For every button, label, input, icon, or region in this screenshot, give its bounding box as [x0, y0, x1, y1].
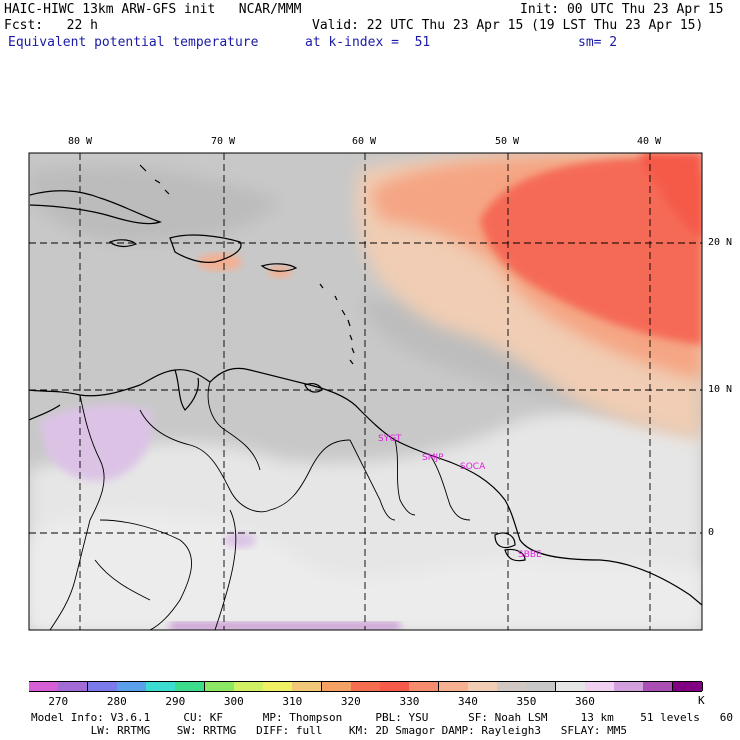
field-name: Equivalent potential temperature: [8, 35, 259, 50]
colorbar-swatch: [409, 682, 440, 691]
colorbar-swatch: [116, 682, 147, 691]
colorbar-swatch: [321, 682, 352, 691]
colorbar-swatch: [467, 682, 498, 691]
colorbar-swatch: [233, 682, 264, 691]
colorbar-swatch: [263, 682, 294, 691]
lon-label-80w: 80 W: [68, 136, 93, 147]
lon-label-40w: 40 W: [637, 136, 662, 147]
smoothing: sm= 2: [578, 35, 618, 50]
colorbar-swatch: [350, 682, 381, 691]
colorbar: [29, 681, 703, 692]
colorbar-swatch: [146, 682, 177, 691]
colorbar-swatch: [438, 682, 469, 691]
station-soca: SOCA: [460, 462, 486, 472]
station-smjp: SMJP: [422, 453, 444, 463]
init-time: Init: 00 UTC Thu 23 Apr 15: [520, 2, 724, 17]
model-info-line2: LW: RRTMG SW: RRTMG DIFF: full KM: 2D Sm…: [31, 724, 628, 737]
colorbar-swatch: [204, 682, 235, 691]
station-sygt: SYGT: [378, 434, 402, 444]
valid-time: Valid: 22 UTC Thu 23 Apr 15 (19 LST Thu …: [312, 18, 704, 33]
theta-e-field: [29, 153, 702, 630]
model-title: HAIC-HIWC 13km ARW-GFS init NCAR/MMM: [4, 2, 302, 17]
lat-label-10n: 10 N: [708, 384, 733, 395]
lon-label-50w: 50 W: [495, 136, 520, 147]
country-borders: [49, 381, 471, 630]
colorbar-swatch: [292, 682, 323, 691]
station-sbbe: SBBE: [518, 550, 542, 560]
colorbar-tick-label: 330: [399, 695, 420, 708]
colorbar-tick-label: 350: [516, 695, 537, 708]
colorbar-swatch: [29, 682, 59, 691]
colorbar-tick-label: 280: [106, 695, 127, 708]
colorbar-tick-label: 290: [165, 695, 186, 708]
colorbar-tick-label: 310: [282, 695, 303, 708]
level-index: at k-index = 51: [305, 35, 431, 50]
lat-label-0: 0: [708, 527, 715, 538]
colorbar-swatch: [614, 682, 645, 691]
colorbar-swatch: [380, 682, 411, 691]
lat-lon-grid: [29, 153, 702, 630]
colorbar-tick-label: 270: [48, 695, 69, 708]
colorbar-swatch: [58, 682, 89, 691]
model-info-line1: Model Info: V3.6.1 CU: KF MP: Thompson P…: [31, 711, 740, 724]
station-markers: SYGT SMJP SOCA SBBE: [378, 434, 542, 560]
colorbar-tick-label: 340: [457, 695, 478, 708]
colorbar-tick-label: 300: [223, 695, 244, 708]
colorbar-swatch: [87, 682, 118, 691]
colorbar-tick-label: 360: [575, 695, 595, 708]
lat-label-20n: 20 N: [708, 237, 733, 248]
forecast-hour: Fcst: 22 h: [4, 18, 98, 33]
lon-label-60w: 60 W: [352, 136, 377, 147]
colorbar-swatch: [526, 682, 557, 691]
colorbar-tick-label: 320: [340, 695, 361, 708]
lon-label-70w: 70 W: [211, 136, 236, 147]
colorbar-swatch: [643, 682, 674, 691]
colorbar-unit: K: [698, 694, 705, 707]
colorbar-swatch: [584, 682, 615, 691]
colorbar-swatch: [555, 682, 586, 691]
colorbar-swatch: [672, 682, 703, 691]
map-frame: [28, 152, 703, 631]
colorbar-swatch: [175, 682, 206, 691]
colorbar-swatch: [497, 682, 528, 691]
